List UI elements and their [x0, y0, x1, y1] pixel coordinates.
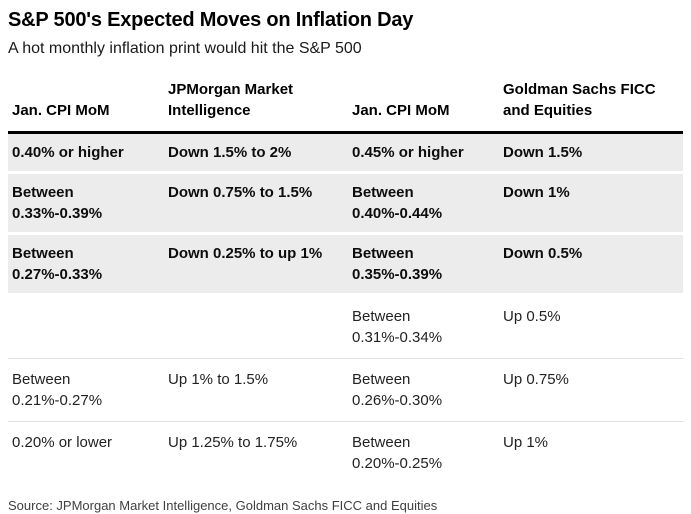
cell-jpm-move: Up 1% to 1.5%	[168, 371, 269, 388]
table-header-row: Jan. CPI MoM JPMorgan Market Intelligenc…	[8, 71, 683, 134]
cell-gs-move: Up 0.75%	[503, 371, 569, 388]
column-header-jpmorgan: JPMorgan Market Intelligence	[168, 81, 294, 119]
cell-gs-move: Up 0.5%	[503, 308, 561, 325]
cell-cpi-range: Between 0.40%-0.44%	[352, 184, 443, 222]
cell-cpi-range: Between 0.33%-0.39%	[12, 184, 103, 222]
cell-cpi-range: 0.45% or higher	[352, 144, 464, 161]
cell-cpi-range: Between 0.31%-0.34%	[352, 308, 443, 346]
cell-gs-move: Down 1%	[503, 184, 570, 201]
inflation-table-graphic: S&P 500's Expected Moves on Inflation Da…	[8, 9, 683, 513]
cell-cpi-range: Between 0.27%-0.33%	[12, 245, 103, 283]
cell-jpm-move: Down 0.25% to up 1%	[168, 245, 323, 262]
cell-cpi-range: Between 0.35%-0.39%	[352, 245, 443, 283]
cell-gs-move: Down 0.5%	[503, 245, 583, 262]
cell-cpi-range: Between 0.26%-0.30%	[352, 371, 443, 409]
column-header-cpi-jpm: Jan. CPI MoM	[12, 102, 110, 119]
table-row: Between 0.27%-0.33% Down 0.25% to up 1% …	[8, 235, 683, 293]
table-row: Between 0.31%-0.34% Up 0.5%	[8, 296, 683, 358]
column-header-goldman: Goldman Sachs FICC and Equities	[503, 81, 656, 119]
cell-jpm-move: Down 1.5% to 2%	[168, 144, 292, 161]
column-header-cpi-gs: Jan. CPI MoM	[352, 102, 450, 119]
cell-jpm-move: Up 1.25% to 1.75%	[168, 434, 298, 451]
cell-cpi-range: 0.20% or lower	[12, 434, 113, 451]
table-row: Between 0.33%-0.39% Down 0.75% to 1.5% B…	[8, 174, 683, 232]
cell-gs-move: Down 1.5%	[503, 144, 583, 161]
cell-gs-move: Up 1%	[503, 434, 549, 451]
cell-jpm-move-empty	[168, 296, 352, 358]
table-row: 0.20% or lower Up 1.25% to 1.75% Between…	[8, 421, 683, 484]
source-note: Source: JPMorgan Market Intelligence, Go…	[8, 498, 438, 513]
cell-cpi-range: Between 0.21%-0.27%	[12, 371, 103, 409]
cell-cpi-range: Between 0.20%-0.25%	[352, 434, 443, 472]
page-title: S&P 500's Expected Moves on Inflation Da…	[8, 9, 414, 31]
table-row: 0.40% or higher Down 1.5% to 2% 0.45% or…	[8, 134, 683, 171]
cell-cpi-range: 0.40% or higher	[12, 144, 124, 161]
expected-moves-table: Jan. CPI MoM JPMorgan Market Intelligenc…	[8, 71, 683, 484]
page-subtitle: A hot monthly inflation print would hit …	[8, 40, 362, 57]
table-row: Between 0.21%-0.27% Up 1% to 1.5% Betwee…	[8, 358, 683, 421]
cell-jpm-move: Down 0.75% to 1.5%	[168, 184, 313, 201]
cell-cpi-range-empty	[12, 296, 168, 358]
